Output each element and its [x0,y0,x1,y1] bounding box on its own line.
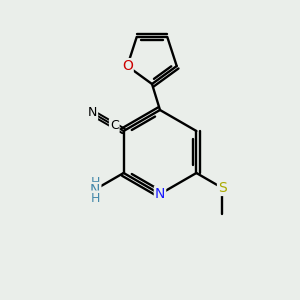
Text: N: N [155,187,165,201]
Text: N: N [90,183,101,197]
Text: S: S [218,181,227,195]
Text: O: O [122,59,133,73]
Text: N: N [88,106,97,119]
Text: H: H [91,191,100,205]
Text: C: C [110,119,118,132]
Text: H: H [91,176,100,188]
